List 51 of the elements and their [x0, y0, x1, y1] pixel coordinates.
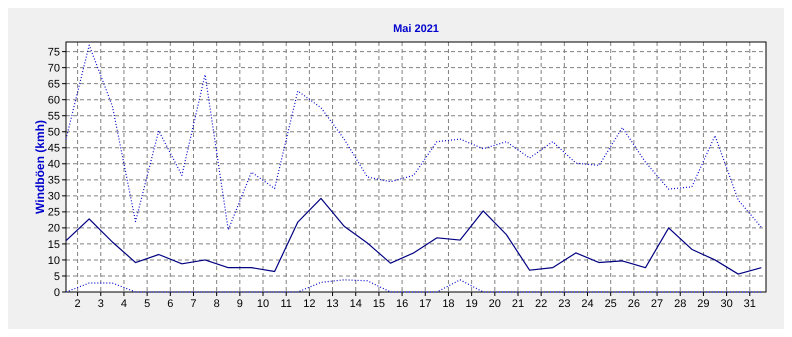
- line-series: [65, 198, 762, 275]
- line-series: [65, 44, 762, 230]
- x-tick-label: 3: [98, 298, 104, 310]
- y-tick-label: 10: [48, 254, 60, 267]
- x-tick-label: 15: [372, 298, 386, 310]
- x-tick-label: 21: [512, 298, 524, 310]
- x-tick-label: 8: [214, 298, 220, 310]
- x-tick-label: 28: [674, 298, 686, 310]
- y-tick-label: 55: [48, 110, 60, 123]
- x-tick-label: 12: [303, 298, 316, 310]
- y-tick-label: 65: [48, 78, 60, 91]
- x-tick-label: 17: [419, 298, 432, 310]
- x-tick-label: 29: [697, 298, 710, 310]
- y-tick-label: 45: [48, 142, 60, 155]
- y-tick-label: 25: [48, 206, 60, 219]
- x-tick-label: 10: [256, 298, 270, 310]
- y-tick-label: 15: [48, 238, 60, 251]
- x-tick-label: 2: [74, 298, 81, 310]
- x-tick-label: 22: [535, 298, 548, 310]
- y-tick-label: 5: [54, 270, 60, 283]
- y-tick-label: 60: [48, 94, 60, 107]
- y-tick-label: 70: [48, 62, 60, 74]
- x-tick-label: 26: [628, 298, 640, 310]
- x-tick-label: 31: [744, 298, 756, 310]
- x-tick-label: 24: [581, 298, 594, 310]
- x-tick-label: 20: [488, 298, 501, 310]
- x-tick-label: 5: [144, 298, 150, 310]
- x-tick-label: 13: [326, 298, 339, 310]
- x-tick-label: 11: [280, 298, 292, 310]
- y-tick-label: 50: [48, 126, 60, 139]
- line-series: [65, 279, 762, 293]
- x-tick-label: 9: [236, 298, 243, 310]
- y-tick-label: 20: [48, 222, 60, 235]
- x-tick-label: 23: [558, 298, 570, 310]
- x-tick-label: 30: [720, 298, 733, 310]
- x-tick-label: 27: [650, 298, 664, 310]
- x-tick-label: 6: [167, 298, 174, 310]
- x-tick-label: 16: [396, 298, 408, 310]
- x-tick-label: 14: [350, 298, 362, 310]
- x-tick-label: 25: [604, 298, 617, 310]
- y-tick-label: 0: [54, 286, 60, 299]
- y-tick-label: 35: [48, 174, 60, 187]
- x-tick-label: 4: [120, 298, 128, 310]
- y-tick-label: 40: [48, 158, 60, 171]
- y-axis-title: Windböen (kmh): [33, 120, 47, 214]
- y-tick-label: 75: [48, 46, 60, 58]
- x-tick-label: 19: [466, 298, 478, 310]
- x-tick-label: 7: [190, 298, 197, 310]
- x-tick-label: 18: [442, 298, 455, 310]
- chart-title: Mai 2021: [393, 23, 439, 35]
- y-tick-label: 30: [48, 190, 60, 203]
